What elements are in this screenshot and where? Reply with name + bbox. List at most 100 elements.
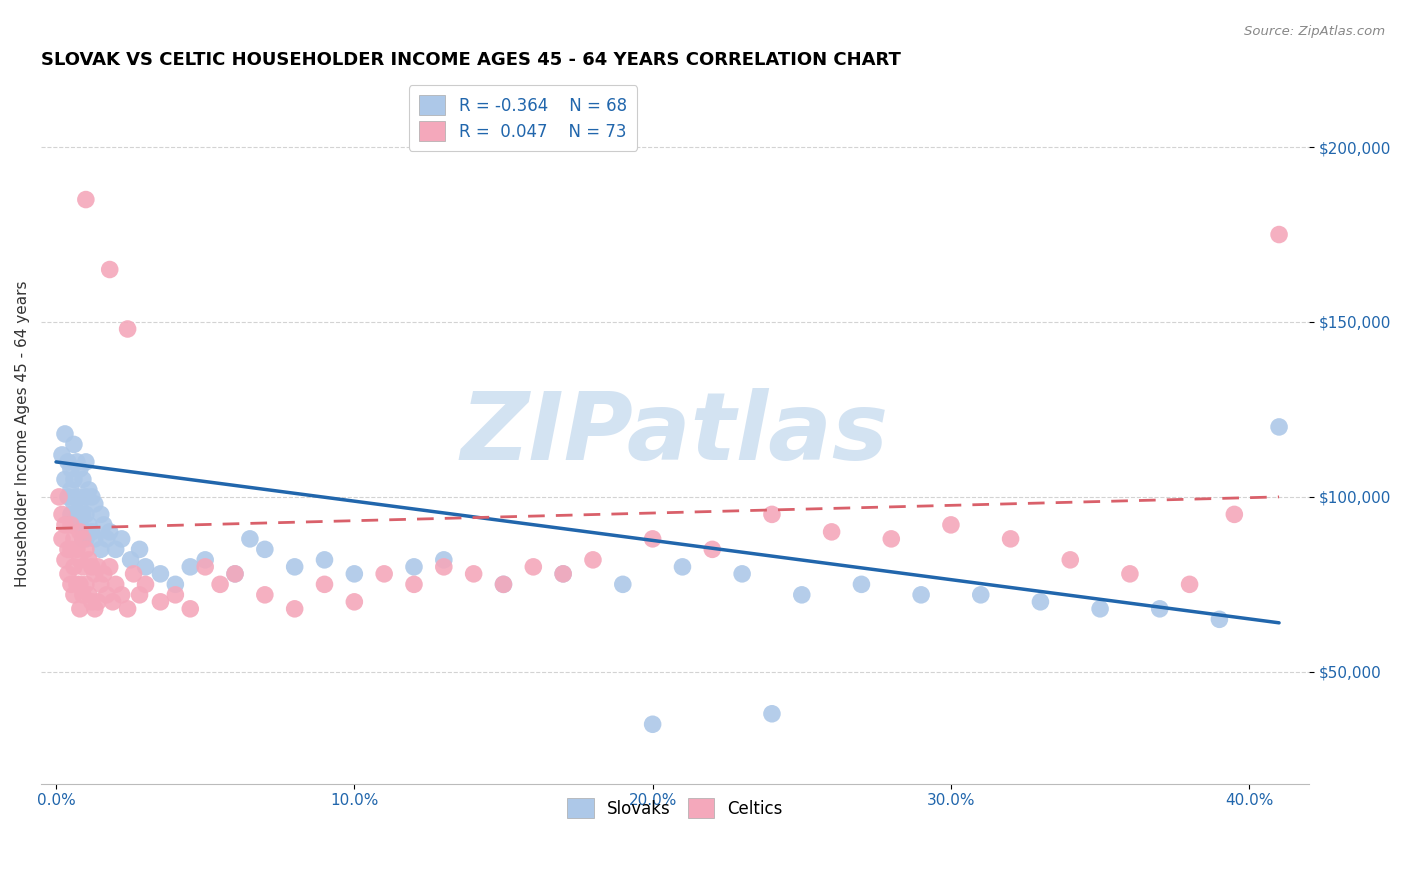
Point bbox=[194, 553, 217, 567]
Point bbox=[56, 490, 79, 504]
Point bbox=[90, 508, 112, 522]
Point bbox=[1268, 227, 1291, 242]
Point bbox=[59, 508, 82, 522]
Point bbox=[1000, 532, 1022, 546]
Point bbox=[209, 577, 232, 591]
Point bbox=[59, 462, 82, 476]
Point bbox=[56, 455, 79, 469]
Point bbox=[72, 532, 94, 546]
Point bbox=[165, 577, 187, 591]
Point bbox=[463, 566, 485, 581]
Point bbox=[851, 577, 873, 591]
Text: ZIPatlas: ZIPatlas bbox=[461, 388, 889, 480]
Point bbox=[59, 542, 82, 557]
Point bbox=[69, 553, 91, 567]
Point bbox=[820, 524, 842, 539]
Point bbox=[111, 532, 134, 546]
Point bbox=[72, 508, 94, 522]
Point bbox=[66, 577, 89, 591]
Point bbox=[53, 517, 76, 532]
Point bbox=[522, 559, 544, 574]
Point bbox=[80, 490, 103, 504]
Point bbox=[53, 426, 76, 441]
Point bbox=[165, 588, 187, 602]
Point bbox=[101, 595, 124, 609]
Point bbox=[120, 553, 142, 567]
Point bbox=[179, 602, 201, 616]
Point bbox=[80, 524, 103, 539]
Point bbox=[239, 532, 262, 546]
Point bbox=[149, 595, 172, 609]
Point bbox=[69, 524, 91, 539]
Point bbox=[111, 588, 134, 602]
Point bbox=[104, 577, 127, 591]
Point bbox=[63, 559, 86, 574]
Point bbox=[373, 566, 395, 581]
Point bbox=[343, 566, 366, 581]
Point bbox=[75, 542, 97, 557]
Point bbox=[96, 588, 118, 602]
Point bbox=[59, 517, 82, 532]
Point bbox=[1208, 612, 1230, 626]
Point bbox=[75, 455, 97, 469]
Point bbox=[63, 497, 86, 511]
Point bbox=[59, 577, 82, 591]
Point bbox=[83, 532, 105, 546]
Point bbox=[72, 588, 94, 602]
Point bbox=[63, 437, 86, 451]
Point bbox=[87, 595, 110, 609]
Point bbox=[1149, 602, 1171, 616]
Point bbox=[1088, 602, 1111, 616]
Point bbox=[194, 559, 217, 574]
Point bbox=[56, 566, 79, 581]
Y-axis label: Householder Income Ages 45 - 64 years: Householder Income Ages 45 - 64 years bbox=[15, 281, 30, 587]
Point bbox=[66, 508, 89, 522]
Point bbox=[66, 542, 89, 557]
Point bbox=[641, 717, 664, 731]
Point bbox=[134, 559, 156, 574]
Point bbox=[1178, 577, 1201, 591]
Point bbox=[553, 566, 575, 581]
Point bbox=[761, 706, 783, 721]
Point bbox=[224, 566, 246, 581]
Point bbox=[75, 490, 97, 504]
Point bbox=[72, 472, 94, 486]
Point bbox=[149, 566, 172, 581]
Point bbox=[75, 532, 97, 546]
Point bbox=[433, 559, 456, 574]
Point bbox=[87, 559, 110, 574]
Point bbox=[1268, 420, 1291, 434]
Point bbox=[1119, 566, 1142, 581]
Point bbox=[343, 595, 366, 609]
Point bbox=[90, 542, 112, 557]
Point bbox=[671, 559, 693, 574]
Point bbox=[93, 566, 115, 581]
Point bbox=[77, 588, 100, 602]
Point bbox=[51, 508, 73, 522]
Point bbox=[66, 455, 89, 469]
Point bbox=[761, 508, 783, 522]
Point bbox=[1223, 508, 1246, 522]
Point bbox=[253, 588, 276, 602]
Text: SLOVAK VS CELTIC HOUSEHOLDER INCOME AGES 45 - 64 YEARS CORRELATION CHART: SLOVAK VS CELTIC HOUSEHOLDER INCOME AGES… bbox=[41, 51, 901, 69]
Point bbox=[56, 542, 79, 557]
Point bbox=[939, 517, 962, 532]
Point bbox=[75, 577, 97, 591]
Point bbox=[77, 483, 100, 497]
Point bbox=[63, 532, 86, 546]
Point bbox=[72, 532, 94, 546]
Point bbox=[59, 483, 82, 497]
Point bbox=[104, 542, 127, 557]
Point bbox=[83, 566, 105, 581]
Point bbox=[790, 588, 813, 602]
Point bbox=[63, 472, 86, 486]
Point bbox=[314, 553, 336, 567]
Point bbox=[128, 588, 150, 602]
Point bbox=[63, 588, 86, 602]
Point bbox=[98, 262, 121, 277]
Point bbox=[1059, 553, 1081, 567]
Point bbox=[69, 602, 91, 616]
Point bbox=[128, 542, 150, 557]
Point bbox=[83, 602, 105, 616]
Point bbox=[98, 559, 121, 574]
